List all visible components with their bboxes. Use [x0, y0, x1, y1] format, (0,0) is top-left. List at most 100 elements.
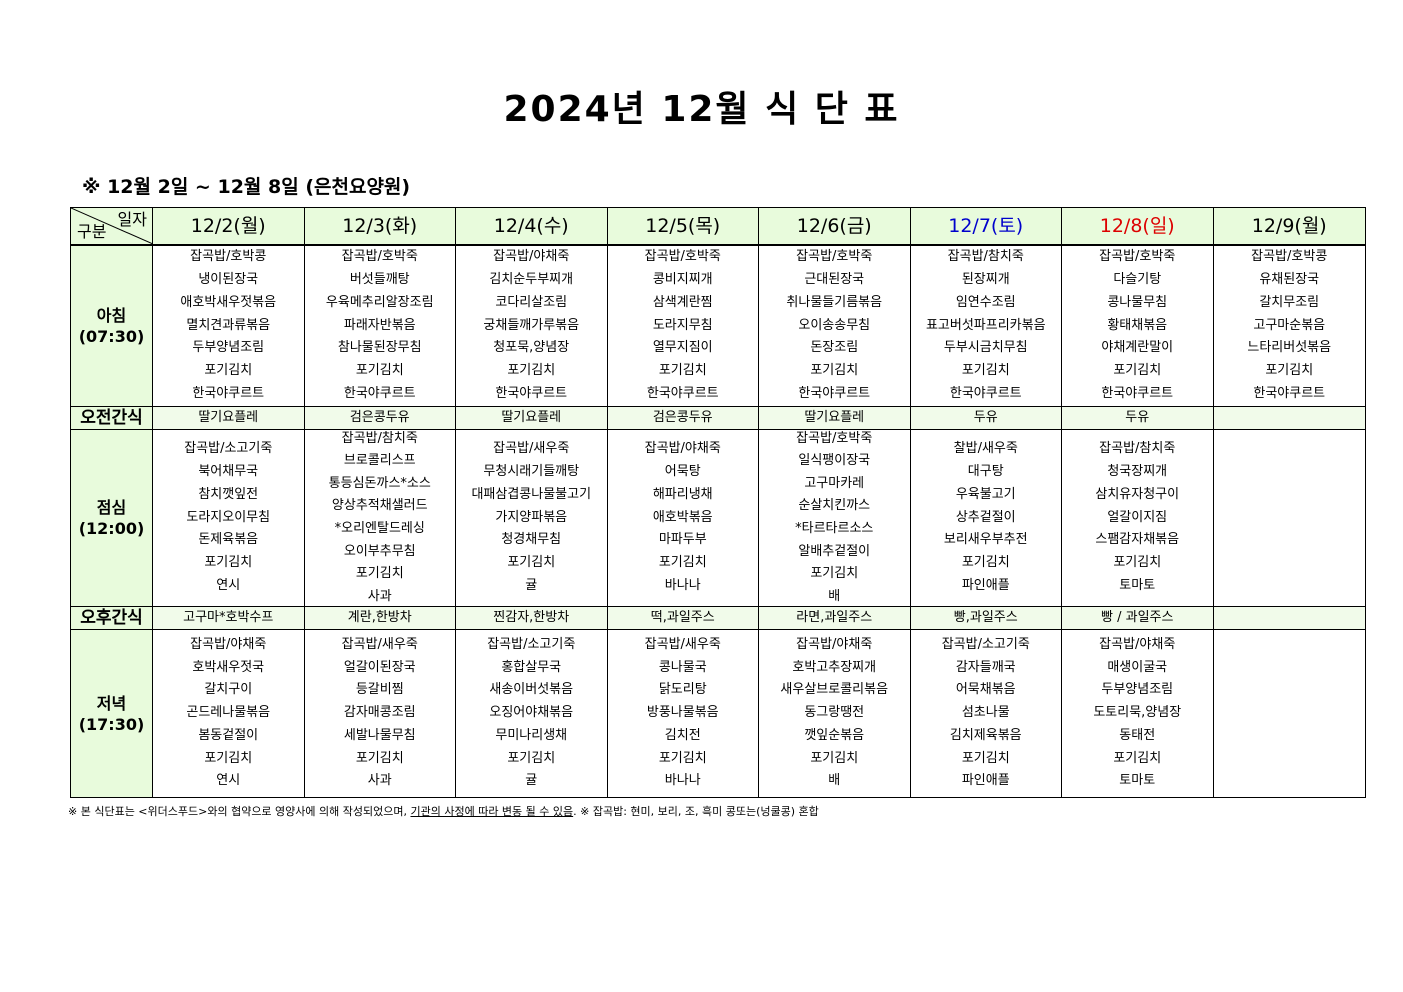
meal-cell: 잡곡밥/야채죽 호박고추장찌개 새우살브로콜리볶음 동그랑땡전 깻잎순볶음 포기김치 배: [759, 630, 911, 797]
snack-cell: 빵,과일주스: [910, 607, 1062, 630]
menu-item: 잡곡밥/소고기죽: [941, 636, 1030, 652]
menu-item: 잡곡밥/야채죽: [1099, 636, 1176, 652]
menu-item: 호박고추장찌개: [792, 659, 877, 675]
menu-item: 고구마*호박수프: [183, 609, 274, 625]
diagonal-divider: [71, 208, 152, 244]
menu-item: 멸치견과류볶음: [186, 317, 271, 333]
menu-item: 새송이버섯볶음: [489, 682, 574, 698]
menu-item: 포기김치: [658, 750, 707, 766]
footer-note: ※ 본 식단표는 <위더스푸드>와의 협약으로 영양사에 의해 작성되었으며, …: [68, 803, 819, 819]
menu-item: 포기김치: [658, 555, 707, 571]
row-label-name: 아침: [96, 306, 127, 325]
menu-item: 순살치킨까스: [798, 498, 871, 514]
snack-cell: 고구마*호박수프: [153, 607, 305, 630]
snack-cell: [1213, 407, 1365, 430]
footer-note-1: ※ 본 식단표는 <위더스푸드>와의 협약으로 영양사에 의해 작성되었으며,: [68, 805, 411, 818]
row-label-name: 저녁: [96, 693, 127, 713]
menu-item: 북어채무국: [198, 464, 259, 479]
menu-item: 된장찌개: [961, 272, 1010, 287]
menu-item: 한국야쿠르트: [1253, 385, 1326, 401]
snack-cell: 딸기요플레: [153, 407, 305, 430]
menu-item: 잡곡밥/호박콩: [190, 249, 267, 265]
week-subtitle: ※ 12월 2일 ~ 12월 8일 (은천요양원): [82, 176, 411, 198]
menu-item: 배: [828, 588, 841, 604]
menu-item: 갈치구이: [204, 682, 253, 698]
menu-item: 포기김치: [961, 750, 1010, 766]
menu-item: 방풍나물볶음: [646, 705, 719, 721]
row-label-time: (07:30): [78, 327, 145, 346]
menu-item: 호박새우젓국: [192, 659, 265, 675]
menu-item: 파래자반볶음: [343, 317, 416, 333]
menu-item: 잡곡밥/야채죽: [644, 441, 721, 457]
menu-item: 얼갈이된장국: [343, 659, 416, 675]
day-header: 12/6(금): [759, 208, 911, 246]
menu-item: 버섯들깨탕: [349, 272, 410, 287]
menu-item: 임연수조림: [955, 294, 1016, 310]
day-header: 12/7(토): [910, 208, 1062, 246]
meal-cell: 잡곡밥/호박콩 유채된장국 갈치무조림 고구마순볶음 느타리버섯볶음 포기김치 한국야쿠르트: [1213, 246, 1365, 407]
menu-item: 한국야쿠르트: [1101, 385, 1174, 401]
row-label-name: 오후간식: [80, 607, 143, 628]
menu-item: 알배추겉절이: [798, 543, 871, 559]
menu-item: 청경채무침: [501, 532, 562, 548]
menu-item: 감자매콩조림: [343, 705, 416, 721]
menu-item: 잡곡밥/호박죽: [796, 430, 873, 446]
meal-cell: 잡곡밥/참치죽 된장찌개 임연수조림 표고버섯파프리카볶음 두부시금치무침 포기김치 한국야…: [910, 246, 1062, 407]
snack-cell: 빵 / 과일주스: [1062, 607, 1214, 630]
meal-cell: 잡곡밥/소고기죽 감자들깨국 어묵채볶음 섬초나물 김치제육볶음 포기김치 파인애플: [911, 630, 1062, 797]
menu-item: 포기김치: [507, 555, 556, 571]
menu-item: 코다리살조림: [495, 294, 568, 310]
page-title: 2024년 12월 식 단 표: [503, 89, 900, 130]
menu-item: 딸기요플레: [804, 409, 865, 425]
menu-item: 잡곡밥/야채죽: [493, 249, 570, 265]
day-header: 12/3(화): [304, 208, 456, 246]
menu-item: 계란,한방차: [347, 609, 412, 625]
menu-item: 두유: [1125, 409, 1150, 425]
menu-item: 귤: [525, 773, 538, 789]
meal-cell: 잡곡밥/소고기죽 홍합살무국 새송이버섯볶음 오징어야채볶음 무미나리생채 포기김치 귤: [456, 630, 608, 797]
menu-item: 다슬기탕: [1113, 272, 1162, 287]
row-label-snack: 오후간식: [71, 607, 153, 630]
row-label-name: 오전간식: [80, 407, 143, 428]
menu-item: 근대된장국: [804, 272, 865, 287]
menu-item: 포기김치: [355, 363, 404, 379]
menu-item: 포기김치: [355, 566, 404, 582]
menu-item: 보리새우부추전: [943, 532, 1028, 548]
menu-item: 새우살브로콜리볶음: [780, 682, 889, 698]
meal-cell: 잡곡밥/호박죽 다슬기탕 콩나물무침 황태채볶음 야채계란말이 포기김치 한국야쿠르트: [1062, 246, 1214, 407]
menu-item: 오이부추무침: [343, 543, 416, 559]
footer-note-underlined: 기관의 사정에 따라 변동 될 수 있음: [410, 805, 574, 818]
menu-item: 애호박새우젓볶음: [180, 294, 277, 310]
menu-item: 잡곡밥/호박죽: [644, 249, 721, 265]
menu-item: 도라지오이무침: [186, 509, 271, 525]
menu-item: 홍합살무국: [501, 659, 562, 675]
menu-item: 잡곡밥/호박콩: [1251, 249, 1328, 265]
menu-item: *오리엔탈드레싱: [334, 521, 425, 536]
row-label-meal: 저녁 (17:30): [71, 630, 153, 797]
menu-item: 포기김치: [1113, 555, 1162, 571]
menu-item: 포기김치: [507, 363, 556, 379]
menu-item: 한국야쿠르트: [646, 385, 719, 401]
menu-item: 잡곡밥/참치죽: [341, 430, 418, 446]
menu-item: 스팸감자채볶음: [1095, 532, 1180, 548]
menu-item: 두유: [973, 409, 998, 425]
menu-item: 두부시금치무침: [943, 340, 1028, 356]
corner-header: 일자 구분: [71, 208, 153, 246]
menu-item: 오징어야채볶음: [489, 705, 574, 721]
menu-item: 한국야쿠르트: [798, 385, 871, 401]
snack-cell: 딸기요플레: [759, 407, 911, 430]
menu-item: 봄동겉절이: [198, 727, 259, 743]
snack-cell: 떡,과일주스: [607, 607, 759, 630]
menu-item: 잡곡밥/소고기죽: [184, 441, 273, 457]
menu-item: 빵,과일주스: [953, 609, 1018, 625]
snack-cell: 계란,한방차: [304, 607, 456, 630]
menu-item: 돈제육볶음: [198, 532, 259, 548]
menu-item: 잡곡밥/새우죽: [341, 636, 418, 652]
meal-cell: 잡곡밥/새우죽 콩나물국 닭도리탕 방풍나물볶음 김치전 포기김치 바나나: [608, 630, 759, 797]
menu-item: 포기김치: [204, 750, 253, 766]
meal-cell: 잡곡밥/소고기죽 북어채무국 참치깻잎전 도라지오이무침 돈제육볶음 포기김치 연시: [153, 430, 305, 607]
menu-item: 연시: [216, 577, 241, 593]
menu-item: 잡곡밥/호박죽: [341, 249, 418, 265]
menu-item: 잡곡밥/참치죽: [947, 249, 1024, 265]
menu-item: 빵 / 과일주스: [1101, 609, 1174, 625]
